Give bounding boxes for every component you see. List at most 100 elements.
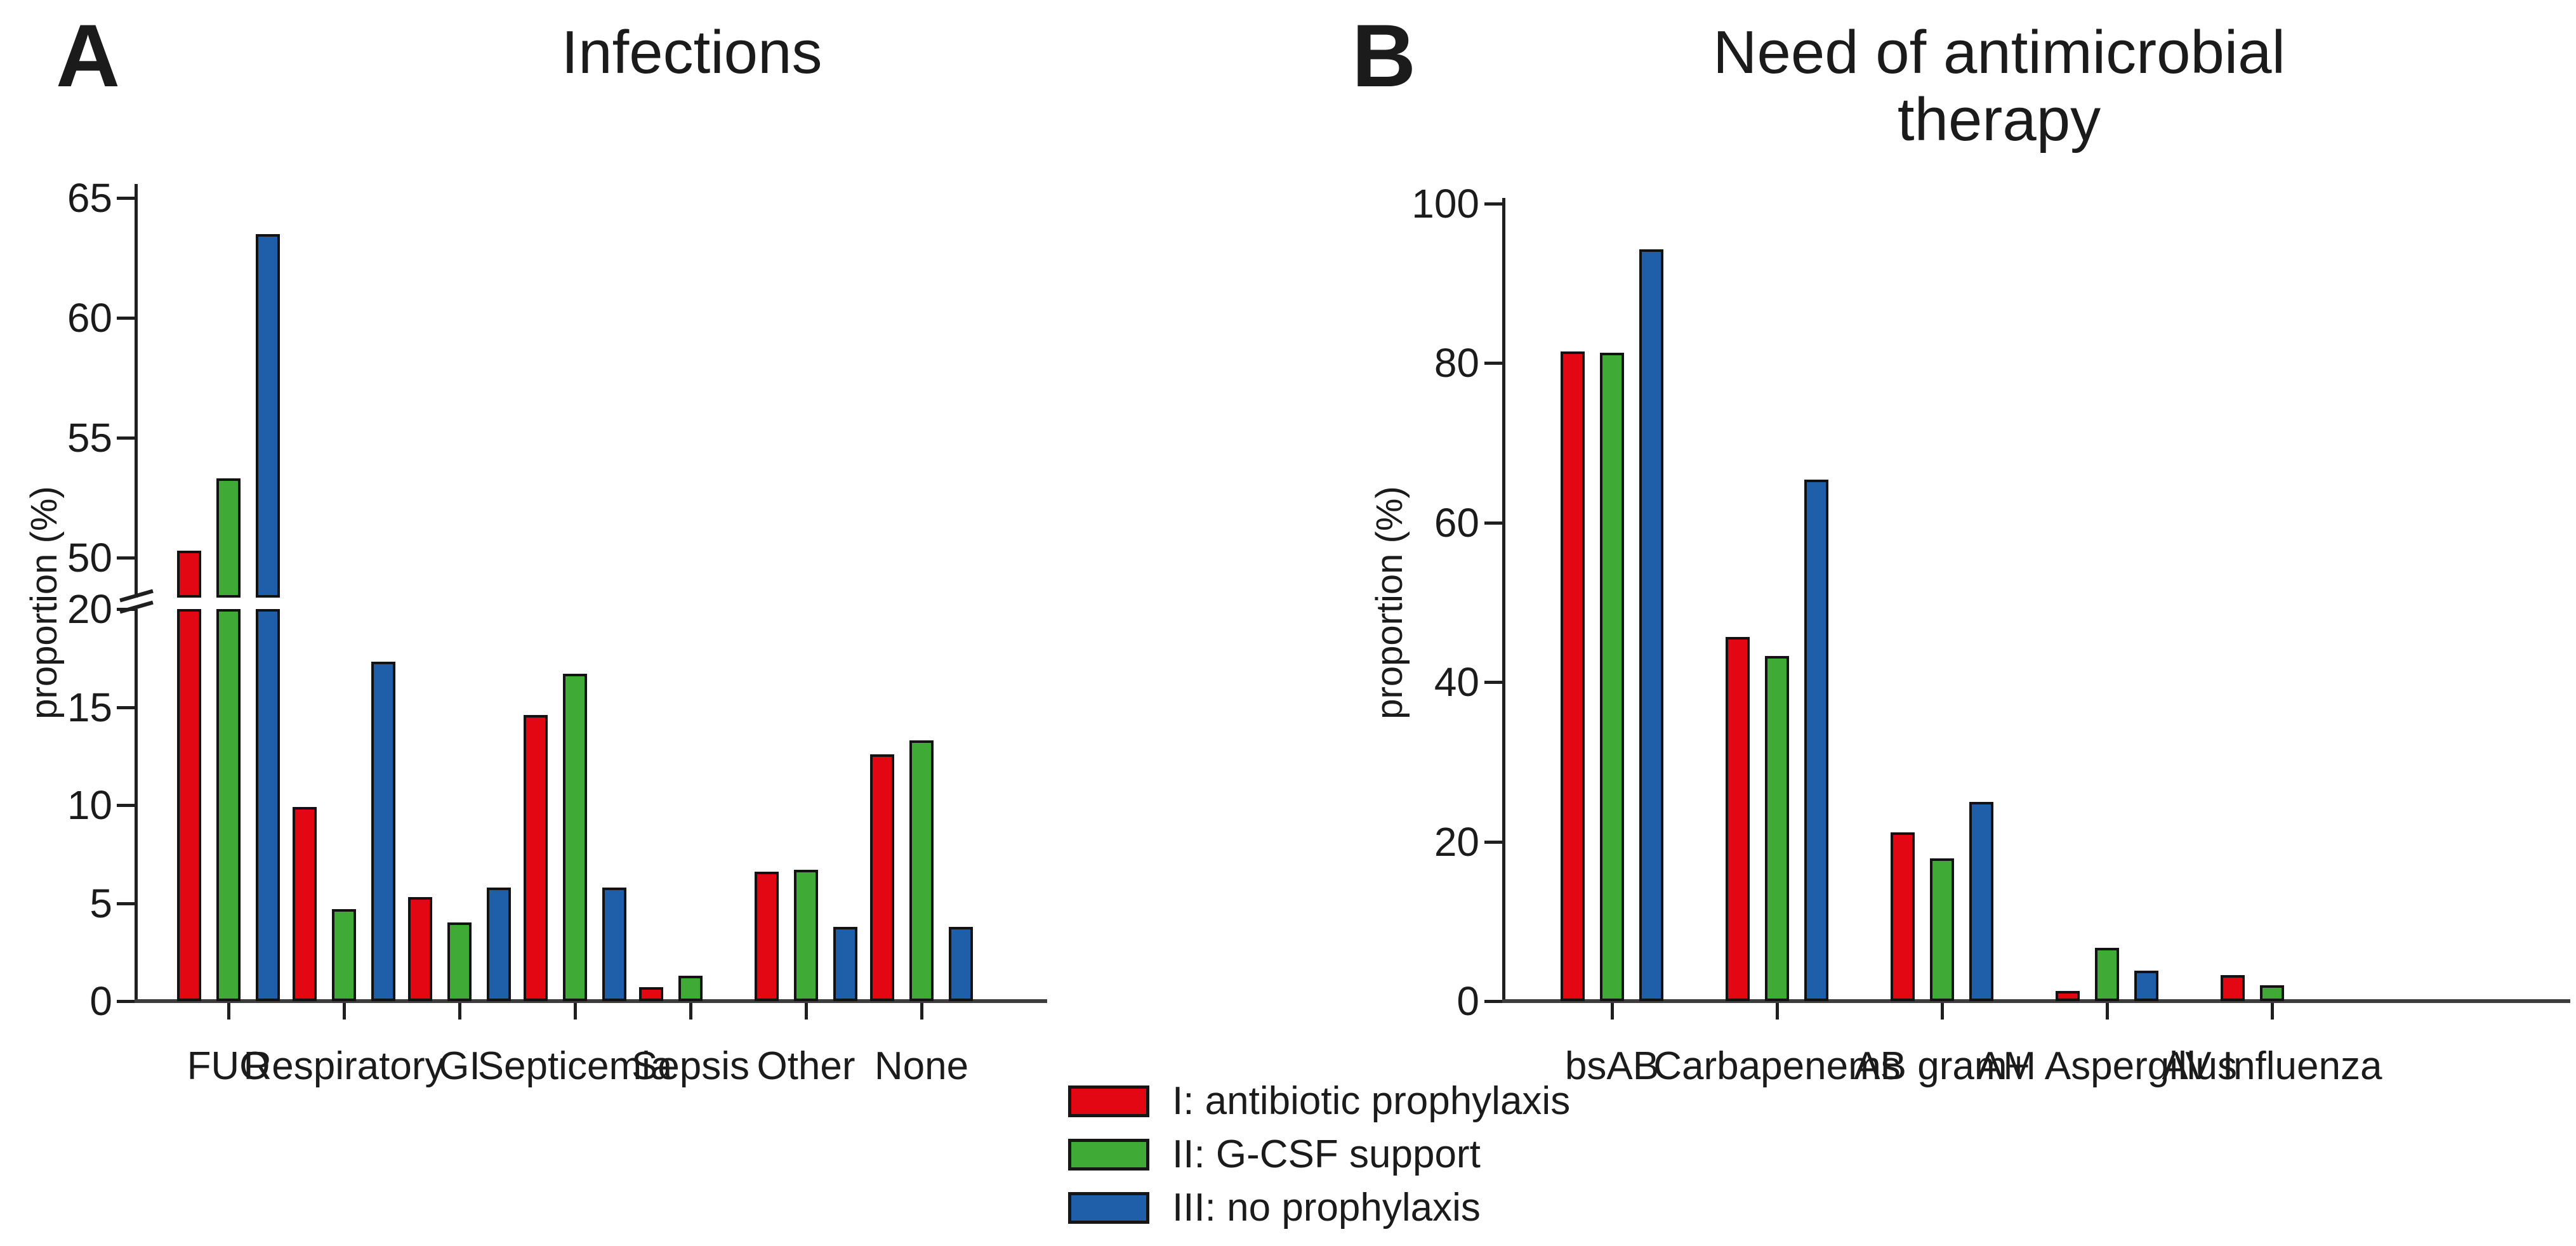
x-axis bbox=[135, 999, 1047, 1003]
y-tick bbox=[1484, 1000, 1502, 1003]
y-tick bbox=[117, 197, 135, 200]
bar bbox=[216, 478, 241, 598]
y-tick bbox=[117, 317, 135, 320]
x-tick bbox=[2106, 1003, 2109, 1020]
y-tick-label: 20 bbox=[67, 586, 112, 632]
x-category-label: Respiratory bbox=[243, 1044, 445, 1088]
bar bbox=[177, 550, 201, 598]
x-category-label: Sepsis bbox=[631, 1044, 750, 1088]
y-tick bbox=[117, 804, 135, 807]
y-tick bbox=[117, 436, 135, 440]
bar bbox=[870, 754, 894, 1001]
y-tick bbox=[1484, 840, 1502, 844]
x-category-label: GI bbox=[439, 1044, 480, 1088]
bar bbox=[2221, 974, 2245, 1001]
y-tick-label: 50 bbox=[67, 535, 112, 580]
bar bbox=[2134, 971, 2158, 1001]
y-tick-label: 60 bbox=[1434, 499, 1479, 546]
x-category-label: Other bbox=[756, 1044, 855, 1088]
x-category-label: bsAB bbox=[1564, 1044, 1660, 1088]
y-tick-label: 60 bbox=[67, 295, 112, 341]
x-category-label: AM Aspergillus bbox=[1976, 1044, 2238, 1088]
x-category-label: None bbox=[874, 1044, 969, 1088]
bar bbox=[563, 673, 587, 1001]
x-category-label: AV Influenza bbox=[2162, 1044, 2382, 1088]
bar bbox=[487, 887, 511, 1001]
legend-swatch bbox=[1068, 1139, 1149, 1171]
x-category-label: FUO bbox=[187, 1044, 270, 1088]
y-tick-label: 55 bbox=[67, 415, 112, 461]
bar bbox=[1600, 353, 1624, 1001]
y-tick-label: 65 bbox=[67, 175, 112, 221]
x-category-label: AB gram+ bbox=[1854, 1044, 2030, 1088]
y-axis bbox=[1502, 198, 1505, 1001]
panel-b-letter: B bbox=[1352, 6, 1417, 105]
bar bbox=[2260, 985, 2284, 1001]
y-axis bbox=[135, 184, 138, 598]
y-tick bbox=[1484, 362, 1502, 365]
y-tick-label: 0 bbox=[1456, 978, 1479, 1024]
y-tick bbox=[117, 608, 135, 611]
bar bbox=[1561, 351, 1585, 1001]
y-tick bbox=[117, 705, 135, 709]
panel-a-chart: 50 55 60 65 0 5 10 15 20 FUO Respiratory GI Septicem… bbox=[67, 175, 1047, 1088]
bar bbox=[332, 908, 356, 1001]
bar bbox=[408, 897, 432, 1001]
bar bbox=[833, 926, 857, 1001]
x-tick bbox=[1611, 1003, 1614, 1020]
bar bbox=[177, 609, 201, 1001]
x-tick bbox=[227, 1003, 230, 1020]
y-tick-label: 20 bbox=[1434, 818, 1479, 865]
legend-item: II: G-CSF support bbox=[1068, 1135, 1570, 1174]
y-tick-label: 80 bbox=[1434, 340, 1479, 386]
x-tick bbox=[343, 1003, 346, 1020]
bar bbox=[2095, 947, 2119, 1001]
legend-label: III: no prophylaxis bbox=[1172, 1186, 1481, 1230]
y-tick bbox=[117, 1000, 135, 1003]
bar bbox=[1639, 249, 1663, 1001]
bar bbox=[755, 872, 779, 1001]
legend-swatch bbox=[1068, 1192, 1149, 1224]
legend-label: I: antibiotic prophylaxis bbox=[1172, 1079, 1571, 1123]
bar bbox=[909, 740, 934, 1001]
y-tick-label: 15 bbox=[67, 684, 112, 730]
y-tick bbox=[117, 556, 135, 560]
bar bbox=[2056, 990, 2080, 1001]
x-tick bbox=[574, 1003, 577, 1020]
y-tick bbox=[1484, 681, 1502, 685]
bar bbox=[524, 714, 548, 1001]
bar bbox=[447, 922, 472, 1001]
bar bbox=[256, 609, 280, 1001]
bar bbox=[1969, 801, 1993, 1001]
bar bbox=[216, 609, 241, 1001]
bar bbox=[1726, 636, 1750, 1001]
x-category-label: Carbapenems bbox=[1653, 1044, 1901, 1088]
x-axis bbox=[1502, 999, 2570, 1003]
bar bbox=[794, 869, 818, 1001]
bar bbox=[1804, 479, 1828, 1001]
y-tick-label: 5 bbox=[89, 880, 112, 926]
panel-b-title: Need of antimicrobial therapy bbox=[1713, 18, 2285, 154]
panel-a-letter: A bbox=[56, 6, 121, 105]
y-tick bbox=[1484, 202, 1502, 206]
x-tick bbox=[805, 1003, 808, 1020]
x-tick bbox=[920, 1003, 923, 1020]
legend-label: II: G-CSF support bbox=[1172, 1132, 1481, 1176]
x-tick bbox=[689, 1003, 692, 1020]
y-axis bbox=[135, 609, 138, 1001]
y-tick-label: 10 bbox=[67, 782, 112, 828]
bar bbox=[1930, 858, 1954, 1001]
y-tick-label: 0 bbox=[89, 978, 112, 1024]
panel-a-title: Infections bbox=[561, 18, 822, 86]
bar bbox=[256, 233, 280, 598]
y-tick bbox=[117, 902, 135, 905]
bar bbox=[1765, 655, 1789, 1001]
bar bbox=[639, 987, 663, 1001]
legend-item: III: no prophylaxis bbox=[1068, 1188, 1570, 1228]
x-tick bbox=[1776, 1003, 1779, 1020]
bar bbox=[678, 975, 703, 1001]
x-category-label: Septicemia bbox=[477, 1044, 673, 1088]
y-tick bbox=[1484, 521, 1502, 525]
